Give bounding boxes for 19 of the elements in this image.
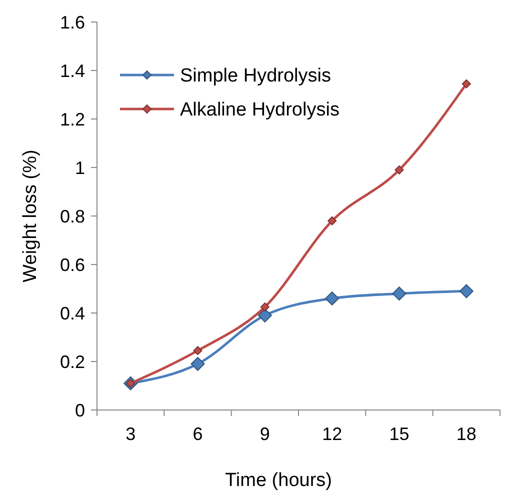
y-tick-label: 1: [74, 158, 85, 178]
x-tick-label: 15: [389, 424, 410, 444]
legend-label: Alkaline Hydrolysis: [180, 100, 340, 121]
x-tick-label: 18: [456, 424, 476, 444]
legend-label: Simple Hydrolysis: [180, 66, 331, 87]
y-tick-label: 1.6: [60, 12, 85, 32]
x-tick-label: 3: [126, 424, 136, 444]
y-tick-label: 1.2: [60, 109, 85, 130]
y-tick-label: 0.8: [60, 206, 85, 226]
x-tick-label: 12: [322, 424, 342, 444]
y-axis-title: Weight loss (%): [20, 150, 41, 282]
y-tick-label: 0: [74, 400, 85, 420]
y-tick-label: 0.4: [60, 303, 85, 324]
y-tick-label: 0.2: [60, 352, 85, 372]
x-tick-label: 9: [260, 424, 270, 444]
y-tick-label: 1.4: [60, 60, 85, 81]
x-axis-title: Time (hours): [225, 470, 332, 491]
y-tick-label: 0.6: [60, 254, 85, 275]
x-tick-label: 6: [192, 424, 203, 444]
